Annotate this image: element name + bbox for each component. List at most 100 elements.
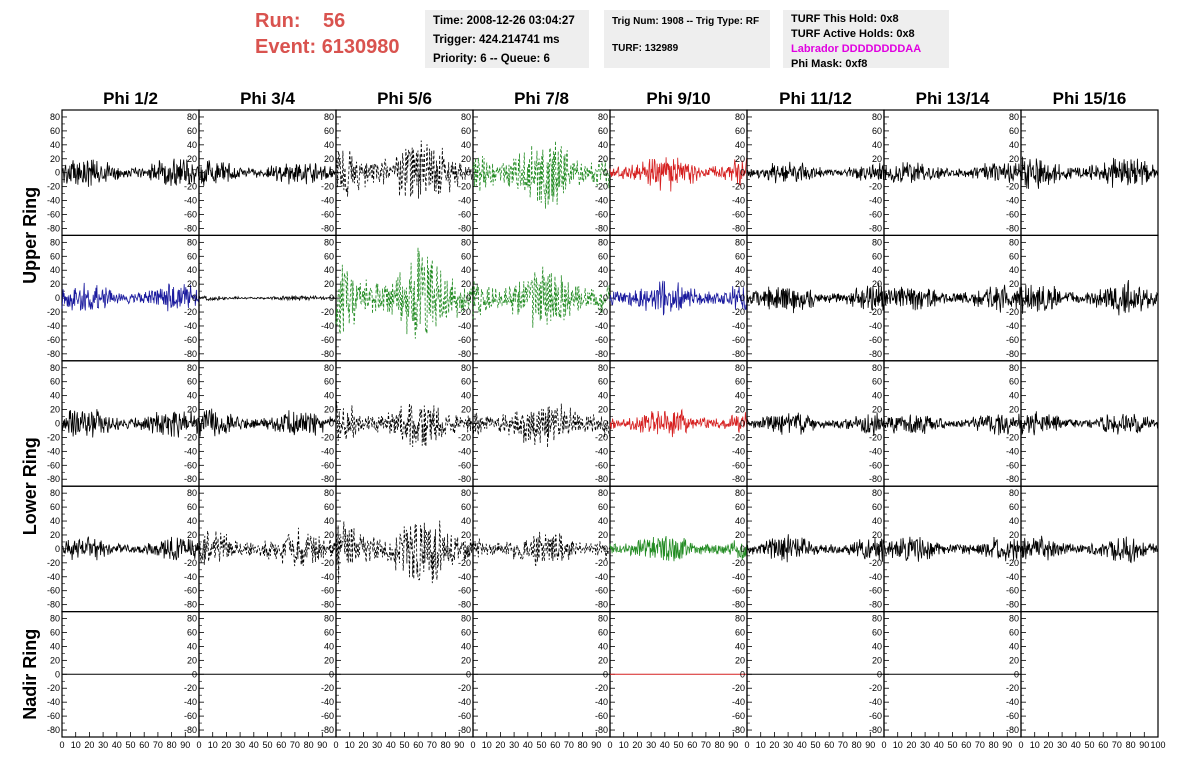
y-tick-label: 60 — [187, 628, 197, 638]
y-tick-label: 40 — [461, 391, 471, 401]
y-tick-label: 0 — [329, 669, 334, 679]
y-tick-label: 80 — [461, 112, 471, 122]
y-tick-label: 80 — [598, 488, 608, 498]
y-tick-label: 0 — [1014, 419, 1019, 429]
y-tick-label: -80 — [47, 223, 60, 233]
y-tick-label: 0 — [1014, 544, 1019, 554]
row-group-label: Upper Ring — [20, 187, 40, 284]
phi-mask-text: Phi Mask: 0xf8 — [791, 58, 868, 70]
y-tick-label: -20 — [595, 683, 608, 693]
y-tick-label: -40 — [184, 446, 197, 456]
y-tick-label: 0 — [466, 544, 471, 554]
y-tick-label: 80 — [735, 363, 745, 373]
y-tick-label: 80 — [1009, 614, 1019, 624]
y-tick-label: -60 — [321, 210, 334, 220]
y-tick-label: -80 — [458, 600, 471, 610]
y-tick-label: -80 — [595, 474, 608, 484]
y-tick-label: -60 — [595, 460, 608, 470]
y-tick-label: 80 — [598, 237, 608, 247]
y-tick-label: -20 — [458, 558, 471, 568]
waveform-trace — [746, 412, 885, 436]
y-tick-label: 40 — [598, 265, 608, 275]
labrador-text: Labrador DDDDDDDDAA — [791, 43, 922, 55]
y-tick-label: 60 — [324, 502, 334, 512]
y-tick-label: 40 — [461, 641, 471, 651]
y-tick-label: 20 — [735, 279, 745, 289]
y-tick-label: 0 — [192, 293, 197, 303]
y-tick-label: 20 — [187, 279, 197, 289]
y-tick-label: 40 — [50, 516, 60, 526]
y-tick-label: 0 — [740, 293, 745, 303]
x-tick-label: 70 — [153, 740, 163, 750]
y-tick-label: 20 — [324, 530, 334, 540]
turf-active-text: TURF Active Holds: 0x8 — [791, 28, 915, 40]
y-tick-label: -60 — [458, 460, 471, 470]
y-tick-label: -20 — [458, 683, 471, 693]
turf-text: TURF: 132989 — [612, 43, 679, 54]
y-tick-label: 80 — [187, 488, 197, 498]
y-tick-label: -60 — [321, 460, 334, 470]
y-tick-label: 0 — [329, 419, 334, 429]
y-tick-label: 40 — [187, 516, 197, 526]
y-tick-label: -80 — [869, 349, 882, 359]
y-tick-label: 80 — [872, 488, 882, 498]
turf-info-panel: TURF This Hold: 0x8 TURF Active Holds: 0… — [783, 10, 949, 70]
y-tick-label: 80 — [598, 363, 608, 373]
y-tick-label: -40 — [595, 196, 608, 206]
waveform-trace — [609, 280, 748, 316]
y-tick-label: -80 — [184, 349, 197, 359]
x-tick-label: 20 — [358, 740, 368, 750]
y-tick-label: -60 — [869, 460, 882, 470]
y-tick-label: 80 — [735, 112, 745, 122]
y-tick-label: 80 — [50, 112, 60, 122]
y-tick-label: -60 — [595, 210, 608, 220]
y-tick-label: 20 — [324, 655, 334, 665]
x-tick-label: 0 — [1018, 740, 1023, 750]
y-tick-label: 80 — [735, 614, 745, 624]
y-tick-label: 0 — [192, 544, 197, 554]
x-tick-label: 40 — [934, 740, 944, 750]
y-tick-label: 0 — [55, 544, 60, 554]
x-tick-label: 30 — [509, 740, 519, 750]
x-tick-label: 50 — [810, 740, 820, 750]
x-tick-label: 60 — [413, 740, 423, 750]
waveform-trace — [335, 140, 474, 199]
trigger-text: Trigger: 424.214741 ms — [433, 34, 560, 46]
y-tick-label: -60 — [1006, 210, 1019, 220]
x-tick-label: 60 — [961, 740, 971, 750]
y-tick-label: -60 — [47, 335, 60, 345]
y-tick-label: -40 — [732, 697, 745, 707]
y-tick-label: 20 — [598, 154, 608, 164]
x-tick-label: 40 — [660, 740, 670, 750]
y-tick-label: -80 — [184, 725, 197, 735]
y-tick-label: 40 — [50, 641, 60, 651]
x-tick-label: 30 — [372, 740, 382, 750]
run-event-box: Run: 56 Event: 6130980 — [255, 8, 425, 60]
y-tick-label: -80 — [47, 725, 60, 735]
y-tick-label: 40 — [187, 140, 197, 150]
y-tick-label: -40 — [595, 572, 608, 582]
x-tick-label: 20 — [221, 740, 231, 750]
y-tick-label: 80 — [50, 363, 60, 373]
y-tick-label: -60 — [732, 335, 745, 345]
y-tick-label: 60 — [1009, 628, 1019, 638]
waveform-trace — [335, 400, 474, 448]
panel-frame — [1020, 610, 1159, 738]
y-tick-label: 60 — [1009, 377, 1019, 387]
y-tick-label: -20 — [321, 182, 334, 192]
y-tick-label: -80 — [184, 474, 197, 484]
y-tick-label: -20 — [321, 683, 334, 693]
y-tick-label: 40 — [735, 391, 745, 401]
y-tick-label: 20 — [872, 154, 882, 164]
y-tick-label: 40 — [872, 391, 882, 401]
y-tick-label: -40 — [458, 572, 471, 582]
x-tick-label: 20 — [906, 740, 916, 750]
x-tick-label: 80 — [989, 740, 999, 750]
y-tick-label: -60 — [184, 586, 197, 596]
y-tick-label: 0 — [466, 669, 471, 679]
waveform-trace — [746, 282, 885, 314]
y-tick-label: -40 — [321, 697, 334, 707]
y-tick-label: 40 — [872, 516, 882, 526]
y-tick-label: 0 — [192, 168, 197, 178]
x-tick-label: 50 — [125, 740, 135, 750]
